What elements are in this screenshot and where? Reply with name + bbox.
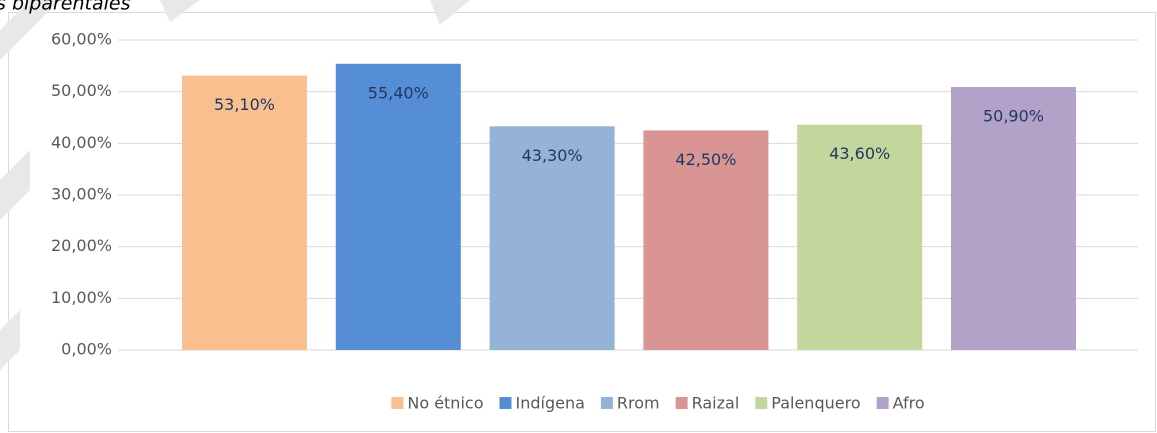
y-tick-label: 0,00% (61, 340, 112, 359)
legend-label: Rrom (617, 394, 660, 413)
bar (643, 130, 769, 350)
legend-swatch (755, 397, 768, 409)
bar (797, 124, 923, 350)
legend-label: Palenquero (771, 394, 860, 413)
bar (489, 126, 615, 351)
bar (951, 87, 1076, 351)
legend-swatch (600, 397, 613, 409)
legend-swatch (876, 397, 889, 409)
y-tick-label: 40,00% (51, 133, 112, 152)
legend-label: Indígena (515, 394, 584, 413)
legend-label: Raizal (692, 394, 740, 413)
data-label: 43,30% (522, 146, 583, 165)
data-label: 43,60% (829, 144, 890, 163)
legend-swatch (675, 397, 688, 409)
legend-swatch (391, 397, 404, 409)
data-label: 53,10% (214, 95, 275, 114)
bar (335, 63, 461, 351)
legend-label: No étnico (407, 394, 483, 413)
legend-swatch (499, 397, 512, 409)
y-tick-label: 50,00% (51, 81, 112, 100)
legend-label: Afro (893, 394, 925, 413)
data-label: 42,50% (675, 150, 736, 169)
y-tick-label: 30,00% (51, 185, 112, 204)
data-label: 50,90% (983, 107, 1044, 126)
y-tick-label: 60,00% (51, 30, 112, 49)
y-tick-label: 20,00% (51, 236, 112, 255)
y-tick-label: 10,00% (51, 288, 112, 307)
chart-title: s biparentales (0, 0, 131, 15)
watermark (0, 0, 470, 370)
bar (182, 75, 307, 351)
data-label: 55,40% (368, 83, 429, 102)
